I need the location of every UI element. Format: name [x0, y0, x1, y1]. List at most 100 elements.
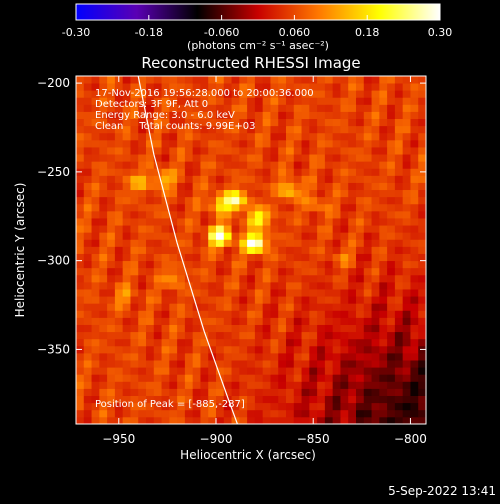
- heatmap-cell: [418, 111, 426, 120]
- heatmap-cell: [379, 111, 388, 120]
- heatmap-cell: [356, 317, 365, 325]
- heatmap-cell: [418, 296, 426, 304]
- heatmap-cell: [418, 352, 426, 361]
- heatmap-cell: [278, 381, 287, 389]
- heatmap-cell: [418, 253, 426, 262]
- heatmap-cell: [418, 139, 426, 148]
- heatmap-cell: [138, 367, 147, 375]
- heatmap-cell: [138, 338, 147, 347]
- heatmap-cell: [99, 310, 108, 318]
- heatmap-cell: [153, 331, 162, 340]
- heatmap-cell: [402, 395, 411, 404]
- heatmap-cell: [387, 374, 396, 382]
- heatmap-cell: [223, 253, 232, 262]
- heatmap-cell: [247, 182, 256, 191]
- heatmap-cell: [239, 104, 248, 112]
- heatmap-cell: [418, 189, 426, 198]
- heatmap-cell: [177, 168, 186, 176]
- heatmap-cell: [348, 76, 357, 84]
- heatmap-cell: [76, 246, 85, 254]
- heatmap-cell: [293, 338, 302, 347]
- heatmap-cell: [394, 352, 404, 361]
- heatmap-cell: [371, 111, 380, 120]
- heatmap-cell: [76, 104, 85, 112]
- heatmap-cell: [301, 125, 310, 134]
- heatmap-cell: [99, 246, 108, 254]
- heatmap-cell: [76, 83, 85, 91]
- heatmap-cell: [153, 175, 162, 183]
- heatmap-cell: [402, 246, 411, 254]
- heatmap-cell: [114, 225, 124, 233]
- heatmap-cell: [324, 331, 334, 340]
- heatmap-cell: [394, 310, 404, 318]
- heatmap-cell: [161, 97, 170, 105]
- heatmap-cell: [270, 360, 279, 368]
- heatmap-cell: [348, 203, 357, 212]
- heatmap-cell: [247, 196, 256, 205]
- info-text-block: 17-Nov-2016 19:56:28.000 to 20:00:36.000…: [95, 88, 314, 132]
- heatmap-cell: [394, 303, 404, 311]
- heatmap-cell: [169, 281, 178, 290]
- heatmap-cell: [270, 161, 279, 169]
- heatmap-cell: [177, 352, 186, 361]
- heatmap-cell: [363, 345, 372, 354]
- heatmap-cell: [324, 310, 334, 318]
- heatmap-cell: [293, 345, 302, 354]
- heatmap-cell: [262, 232, 271, 240]
- heatmap-cell: [348, 289, 357, 297]
- heatmap-cell: [146, 296, 155, 304]
- heatmap-cell: [239, 168, 248, 176]
- heatmap-cell: [114, 388, 124, 396]
- heatmap-cell: [278, 90, 287, 98]
- heatmap-cell: [177, 402, 186, 411]
- heatmap-cell: [293, 161, 302, 169]
- heatmap-cell: [402, 182, 411, 191]
- heatmap-cell: [76, 239, 85, 247]
- heatmap-cell: [254, 218, 264, 226]
- heatmap-cell: [387, 196, 396, 205]
- heatmap-cell: [231, 154, 240, 162]
- heatmap-cell: [146, 196, 155, 205]
- heatmap-cell: [231, 388, 240, 396]
- heatmap-cell: [138, 104, 147, 112]
- heatmap-cell: [410, 83, 419, 91]
- heatmap-cell: [402, 125, 411, 134]
- heatmap-cell: [379, 196, 388, 205]
- heatmap-cell: [223, 246, 232, 254]
- y-tick-label: −200: [37, 76, 70, 90]
- heatmap-cell: [293, 352, 302, 361]
- heatmap-cell: [286, 402, 295, 411]
- heatmap-cell: [418, 232, 426, 240]
- heatmap-cell: [76, 331, 85, 340]
- heatmap-cell: [348, 132, 357, 141]
- heatmap-cell: [379, 125, 388, 134]
- heatmap-cell: [216, 104, 225, 112]
- heatmap-cell: [309, 374, 318, 382]
- heatmap-cell: [130, 345, 139, 354]
- heatmap-cell: [114, 97, 124, 105]
- heatmap-cell: [270, 317, 279, 325]
- heatmap-cell: [293, 324, 302, 333]
- heatmap-cell: [138, 289, 147, 297]
- heatmap-cell: [394, 90, 404, 98]
- heatmap-cell: [340, 218, 349, 226]
- heatmap-cell: [200, 402, 209, 411]
- heatmap-cell: [107, 132, 116, 141]
- heatmap-cell: [169, 168, 178, 176]
- heatmap-cell: [262, 331, 271, 340]
- heatmap-cell: [114, 161, 124, 169]
- heatmap-cell: [402, 274, 411, 283]
- heatmap-cell: [99, 374, 108, 382]
- heatmap-cell: [410, 175, 419, 183]
- heatmap-cell: [114, 182, 124, 191]
- heatmap-cell: [184, 260, 194, 269]
- heatmap-cell: [146, 139, 155, 148]
- heatmap-cell: [402, 317, 411, 325]
- heatmap-cell: [356, 232, 365, 240]
- heatmap-cell: [270, 239, 279, 247]
- heatmap-cell: [161, 218, 170, 226]
- heatmap-cell: [161, 161, 170, 169]
- heatmap-cell: [371, 239, 380, 247]
- heatmap-cell: [169, 402, 178, 411]
- heatmap-cell: [83, 267, 92, 276]
